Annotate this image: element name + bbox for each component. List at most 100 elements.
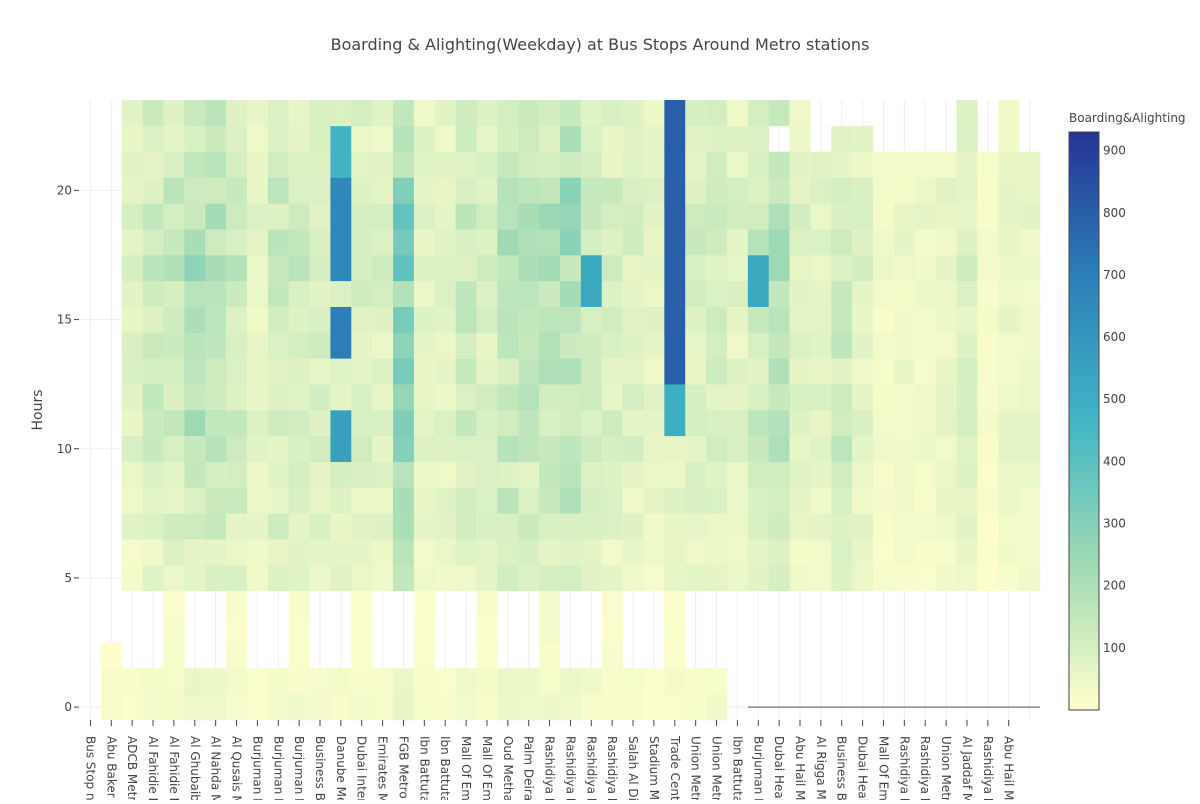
heatmap-cell (268, 203, 289, 229)
heatmap-cell (998, 126, 1019, 152)
heatmap-cell (894, 307, 915, 333)
heatmap-cell (769, 565, 790, 591)
heatmap-cell (435, 668, 456, 694)
heatmap-cell (560, 462, 581, 488)
heatmap-cell (581, 436, 602, 462)
heatmap-cell (310, 410, 331, 436)
x-tick-label: ADCB Metro (125, 736, 139, 800)
heatmap-cell (957, 126, 978, 152)
heatmap-cell (351, 643, 372, 669)
x-tick-label: Rashidiya M (584, 736, 598, 800)
heatmap-cell (143, 436, 164, 462)
heatmap-cell (456, 513, 477, 539)
heatmap-cell (268, 229, 289, 255)
heatmap-cell (247, 229, 268, 255)
heatmap-cell (330, 513, 351, 539)
heatmap-cell (539, 281, 560, 307)
x-tick-label: Ibn Battuta (730, 736, 744, 800)
heatmap-cell (497, 229, 518, 255)
heatmap-cell (643, 384, 664, 410)
heatmap-cell (706, 513, 727, 539)
heatmap-cell (831, 178, 852, 204)
heatmap-cell (205, 668, 226, 694)
heatmap-cell (873, 255, 894, 281)
heatmap-cell (894, 539, 915, 565)
heatmap-cell (685, 436, 706, 462)
heatmap-cell (664, 178, 685, 204)
heatmap-cell (810, 333, 831, 359)
heatmap-cell (769, 513, 790, 539)
heatmap-cell (664, 617, 685, 643)
heatmap-cell (393, 462, 414, 488)
heatmap-cell (477, 203, 498, 229)
heatmap-cell (560, 152, 581, 178)
heatmap-cell (560, 384, 581, 410)
heatmap-cell (977, 436, 998, 462)
heatmap-cell (623, 229, 644, 255)
heatmap-cell (998, 462, 1019, 488)
heatmap-cell (769, 358, 790, 384)
heatmap-cell (226, 694, 247, 720)
heatmap-cell (310, 694, 331, 720)
heatmap-cell (706, 203, 727, 229)
heatmap-cell (831, 307, 852, 333)
heatmap-cell (393, 694, 414, 720)
heatmap-cell (664, 307, 685, 333)
heatmap-cell (372, 668, 393, 694)
heatmap-cell (414, 307, 435, 333)
heatmap-cell (372, 384, 393, 410)
heatmap-cell (664, 281, 685, 307)
heatmap-cell (602, 203, 623, 229)
heatmap-cell (226, 410, 247, 436)
heatmap-cell (372, 203, 393, 229)
heatmap-cell (581, 126, 602, 152)
heatmap-cell (560, 281, 581, 307)
heatmap-cell (539, 100, 560, 126)
heatmap-cell (748, 513, 769, 539)
heatmap-cell (685, 565, 706, 591)
heatmap-cell (769, 100, 790, 126)
heatmap-cell (518, 694, 539, 720)
heatmap-cell (289, 255, 310, 281)
heatmap-cell (1019, 203, 1040, 229)
heatmap-cell (477, 358, 498, 384)
heatmap-cell (268, 488, 289, 514)
heatmap-cell (894, 203, 915, 229)
heatmap-cell (685, 307, 706, 333)
heatmap-cell (581, 462, 602, 488)
heatmap-cell (873, 488, 894, 514)
heatmap-cell (414, 539, 435, 565)
heatmap-cell (226, 488, 247, 514)
heatmap-cell (602, 694, 623, 720)
heatmap-cell (289, 565, 310, 591)
heatmap-cell (289, 643, 310, 669)
heatmap-cell (915, 410, 936, 436)
heatmap-cell (977, 410, 998, 436)
heatmap-cell (143, 668, 164, 694)
heatmap-cell (915, 255, 936, 281)
x-tick-label: Dubai Inter (355, 736, 369, 800)
heatmap-cell (456, 384, 477, 410)
heatmap-cell (581, 307, 602, 333)
heatmap-cell (539, 152, 560, 178)
heatmap-cell (581, 229, 602, 255)
heatmap-cell (518, 100, 539, 126)
heatmap-cell (810, 462, 831, 488)
heatmap-cell (163, 384, 184, 410)
heatmap-cell (351, 178, 372, 204)
heatmap-cell (122, 410, 143, 436)
heatmap-cell (330, 333, 351, 359)
heatmap-cell (873, 436, 894, 462)
heatmap-cell (268, 565, 289, 591)
heatmap-cell (477, 410, 498, 436)
heatmap-cell (226, 513, 247, 539)
heatmap-cell (163, 462, 184, 488)
heatmap-cell (435, 229, 456, 255)
heatmap-cell (643, 281, 664, 307)
heatmap-cell (748, 358, 769, 384)
heatmap-cell (289, 617, 310, 643)
heatmap-cell (393, 100, 414, 126)
heatmap-cell (435, 488, 456, 514)
heatmap-cell (414, 358, 435, 384)
colorbar-tick-label: 800 (1103, 206, 1126, 220)
